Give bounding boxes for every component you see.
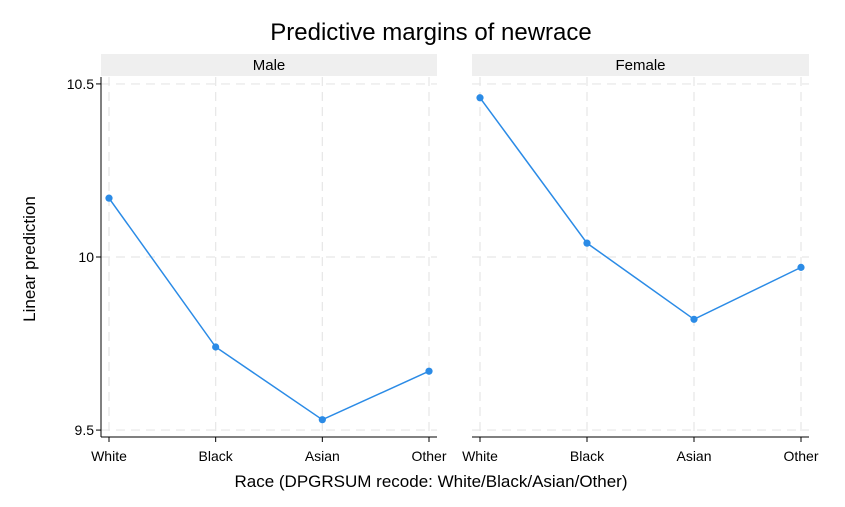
x-tick-label: White bbox=[462, 448, 498, 464]
panel-strip bbox=[101, 54, 437, 76]
panel-female: Female White Black Asian Other bbox=[462, 54, 819, 464]
x-tick-label: Other bbox=[783, 448, 818, 464]
data-point bbox=[797, 263, 805, 271]
panel-strip-label: Female bbox=[615, 57, 665, 74]
series-line bbox=[479, 97, 802, 321]
panels: Male 9.5 10 10.5 White Black Asian Other Female W… bbox=[67, 54, 819, 464]
data-point bbox=[583, 239, 591, 247]
chart-title: Predictive margins of newrace bbox=[270, 19, 591, 46]
y-axis-label: Linear prediction bbox=[20, 196, 39, 322]
panel-male: Male 9.5 10 10.5 White Black Asian Other bbox=[67, 54, 447, 464]
data-point bbox=[476, 94, 484, 102]
panel-strip bbox=[472, 54, 809, 76]
data-point bbox=[690, 315, 698, 323]
x-tick-label: Other bbox=[411, 448, 446, 464]
x-tick-label: Black bbox=[199, 448, 234, 464]
series-line bbox=[108, 197, 430, 421]
data-point bbox=[425, 367, 433, 375]
x-tick-label: Black bbox=[570, 448, 605, 464]
x-tick-label: White bbox=[91, 448, 127, 464]
panel-strip-label: Male bbox=[253, 57, 286, 74]
data-point bbox=[212, 343, 220, 351]
x-tick-label: Asian bbox=[676, 448, 711, 464]
data-point bbox=[318, 416, 326, 424]
y-tick-label: 10.5 bbox=[67, 76, 94, 92]
y-tick-label: 10 bbox=[78, 249, 94, 265]
x-axis-label: Race (DPGRSUM recode: White/Black/Asian/… bbox=[234, 472, 627, 491]
x-tick-label: Asian bbox=[305, 448, 340, 464]
data-point bbox=[105, 194, 113, 202]
y-tick-label: 9.5 bbox=[75, 422, 95, 438]
